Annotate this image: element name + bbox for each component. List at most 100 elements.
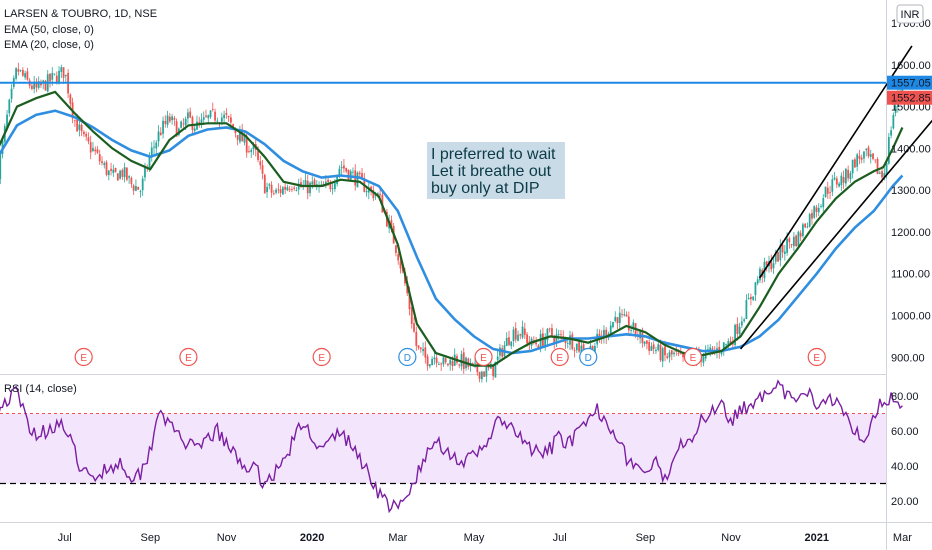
candle-body: [223, 114, 225, 119]
trendline[interactable]: [758, 45, 913, 279]
candle-body: [187, 112, 189, 119]
candle-body: [340, 166, 343, 169]
candle-body: [229, 117, 232, 123]
earnings-marker[interactable]: E: [683, 347, 703, 367]
candle-body: [44, 80, 47, 91]
ema20-legend: EMA (20, close, 0): [4, 39, 94, 51]
candle-body: [512, 329, 515, 341]
candle-body: [209, 110, 212, 118]
marker-circle: [474, 347, 493, 367]
candle-body: [98, 154, 101, 162]
candle-body: [338, 168, 341, 175]
candle-body: [272, 193, 275, 195]
candle-body: [487, 365, 490, 369]
candle-body: [49, 73, 51, 82]
rsi-tick-label: 40.00: [891, 461, 919, 473]
candle-body: [166, 115, 169, 125]
candle-body: [826, 187, 829, 194]
price-tick-label: 1100.00: [891, 269, 930, 281]
candle-body: [632, 322, 635, 330]
candle-body: [890, 130, 892, 136]
candle-body: [627, 316, 630, 331]
candle-body: [220, 117, 223, 122]
candle-body: [73, 120, 76, 122]
candle-body: [413, 323, 415, 332]
candle-body: [756, 279, 759, 284]
earnings-marker[interactable]: E: [474, 347, 493, 367]
candle-body: [327, 179, 330, 183]
candle-body: [313, 179, 316, 186]
candle-body: [62, 67, 65, 78]
candle-body: [795, 235, 798, 246]
candle-body: [510, 341, 513, 347]
candle-body: [33, 81, 36, 90]
candle-body: [750, 296, 752, 300]
dividend-marker[interactable]: D: [398, 347, 417, 367]
candle-body: [286, 187, 289, 191]
candle-body: [872, 153, 874, 159]
annotation-callout[interactable]: I preferred to wait Let it breathe out b…: [427, 142, 565, 199]
earnings-marker[interactable]: E: [312, 347, 331, 367]
candle-body: [553, 337, 556, 343]
candle-body: [722, 342, 725, 351]
candle-body: [471, 362, 474, 364]
candle-body: [297, 183, 300, 190]
price-tick-label: 1300.00: [891, 185, 931, 197]
earnings-marker[interactable]: E: [74, 347, 93, 367]
candle-body: [266, 186, 268, 193]
candle-body: [788, 238, 791, 243]
candle-body: [603, 329, 605, 338]
marker-label: E: [690, 353, 697, 364]
candle-body: [175, 121, 178, 137]
earnings-marker[interactable]: E: [807, 347, 826, 367]
candle-body: [575, 343, 578, 351]
candle-body: [548, 328, 551, 330]
marker-label: E: [556, 353, 563, 364]
earnings-marker[interactable]: E: [550, 347, 569, 367]
candle-body: [55, 75, 58, 83]
candle-body: [397, 254, 400, 261]
candle-body: [664, 346, 666, 356]
candle-body: [770, 260, 773, 270]
time-axis: Jul Sep Nov 2020 Mar May Jul Sep Nov 2021 Mar: [58, 532, 913, 544]
candle-body: [379, 193, 382, 195]
dividend-marker[interactable]: D: [579, 347, 598, 367]
candle-body: [0, 154, 2, 180]
candle-body: [605, 329, 608, 338]
candle-body: [442, 357, 445, 365]
candle-body: [655, 349, 657, 352]
candle-body: [462, 352, 465, 370]
time-tick-label: Nov: [217, 532, 237, 544]
candle-body: [361, 173, 363, 179]
candle-body: [514, 328, 517, 340]
candle-body: [725, 343, 727, 345]
candle-body: [844, 168, 847, 184]
candle-body: [501, 348, 504, 357]
candle-body: [431, 358, 434, 366]
candle-body: [829, 192, 831, 194]
currency-button[interactable]: INR: [896, 4, 924, 24]
candle-body: [745, 300, 748, 319]
candle-body: [544, 338, 547, 347]
candle-body: [709, 347, 712, 351]
candle-body: [8, 99, 11, 114]
candle-body: [849, 173, 852, 180]
candle-body: [295, 189, 298, 191]
time-tick-label: Jul: [58, 532, 72, 544]
candle-body: [148, 156, 151, 168]
candle-body: [562, 336, 565, 338]
candle-body: [815, 207, 818, 212]
candle-body: [799, 232, 802, 237]
candle-body: [865, 149, 868, 151]
close-price-tag-bg: [887, 90, 932, 105]
trendline[interactable]: [739, 111, 932, 350]
earnings-marker[interactable]: E: [179, 347, 198, 367]
candle-body: [790, 244, 793, 246]
candle-body: [702, 356, 705, 363]
candle-body: [535, 342, 538, 345]
candle-body: [752, 296, 755, 300]
candle-body: [887, 136, 890, 164]
candle-body: [372, 190, 375, 199]
marker-label: E: [80, 353, 87, 364]
